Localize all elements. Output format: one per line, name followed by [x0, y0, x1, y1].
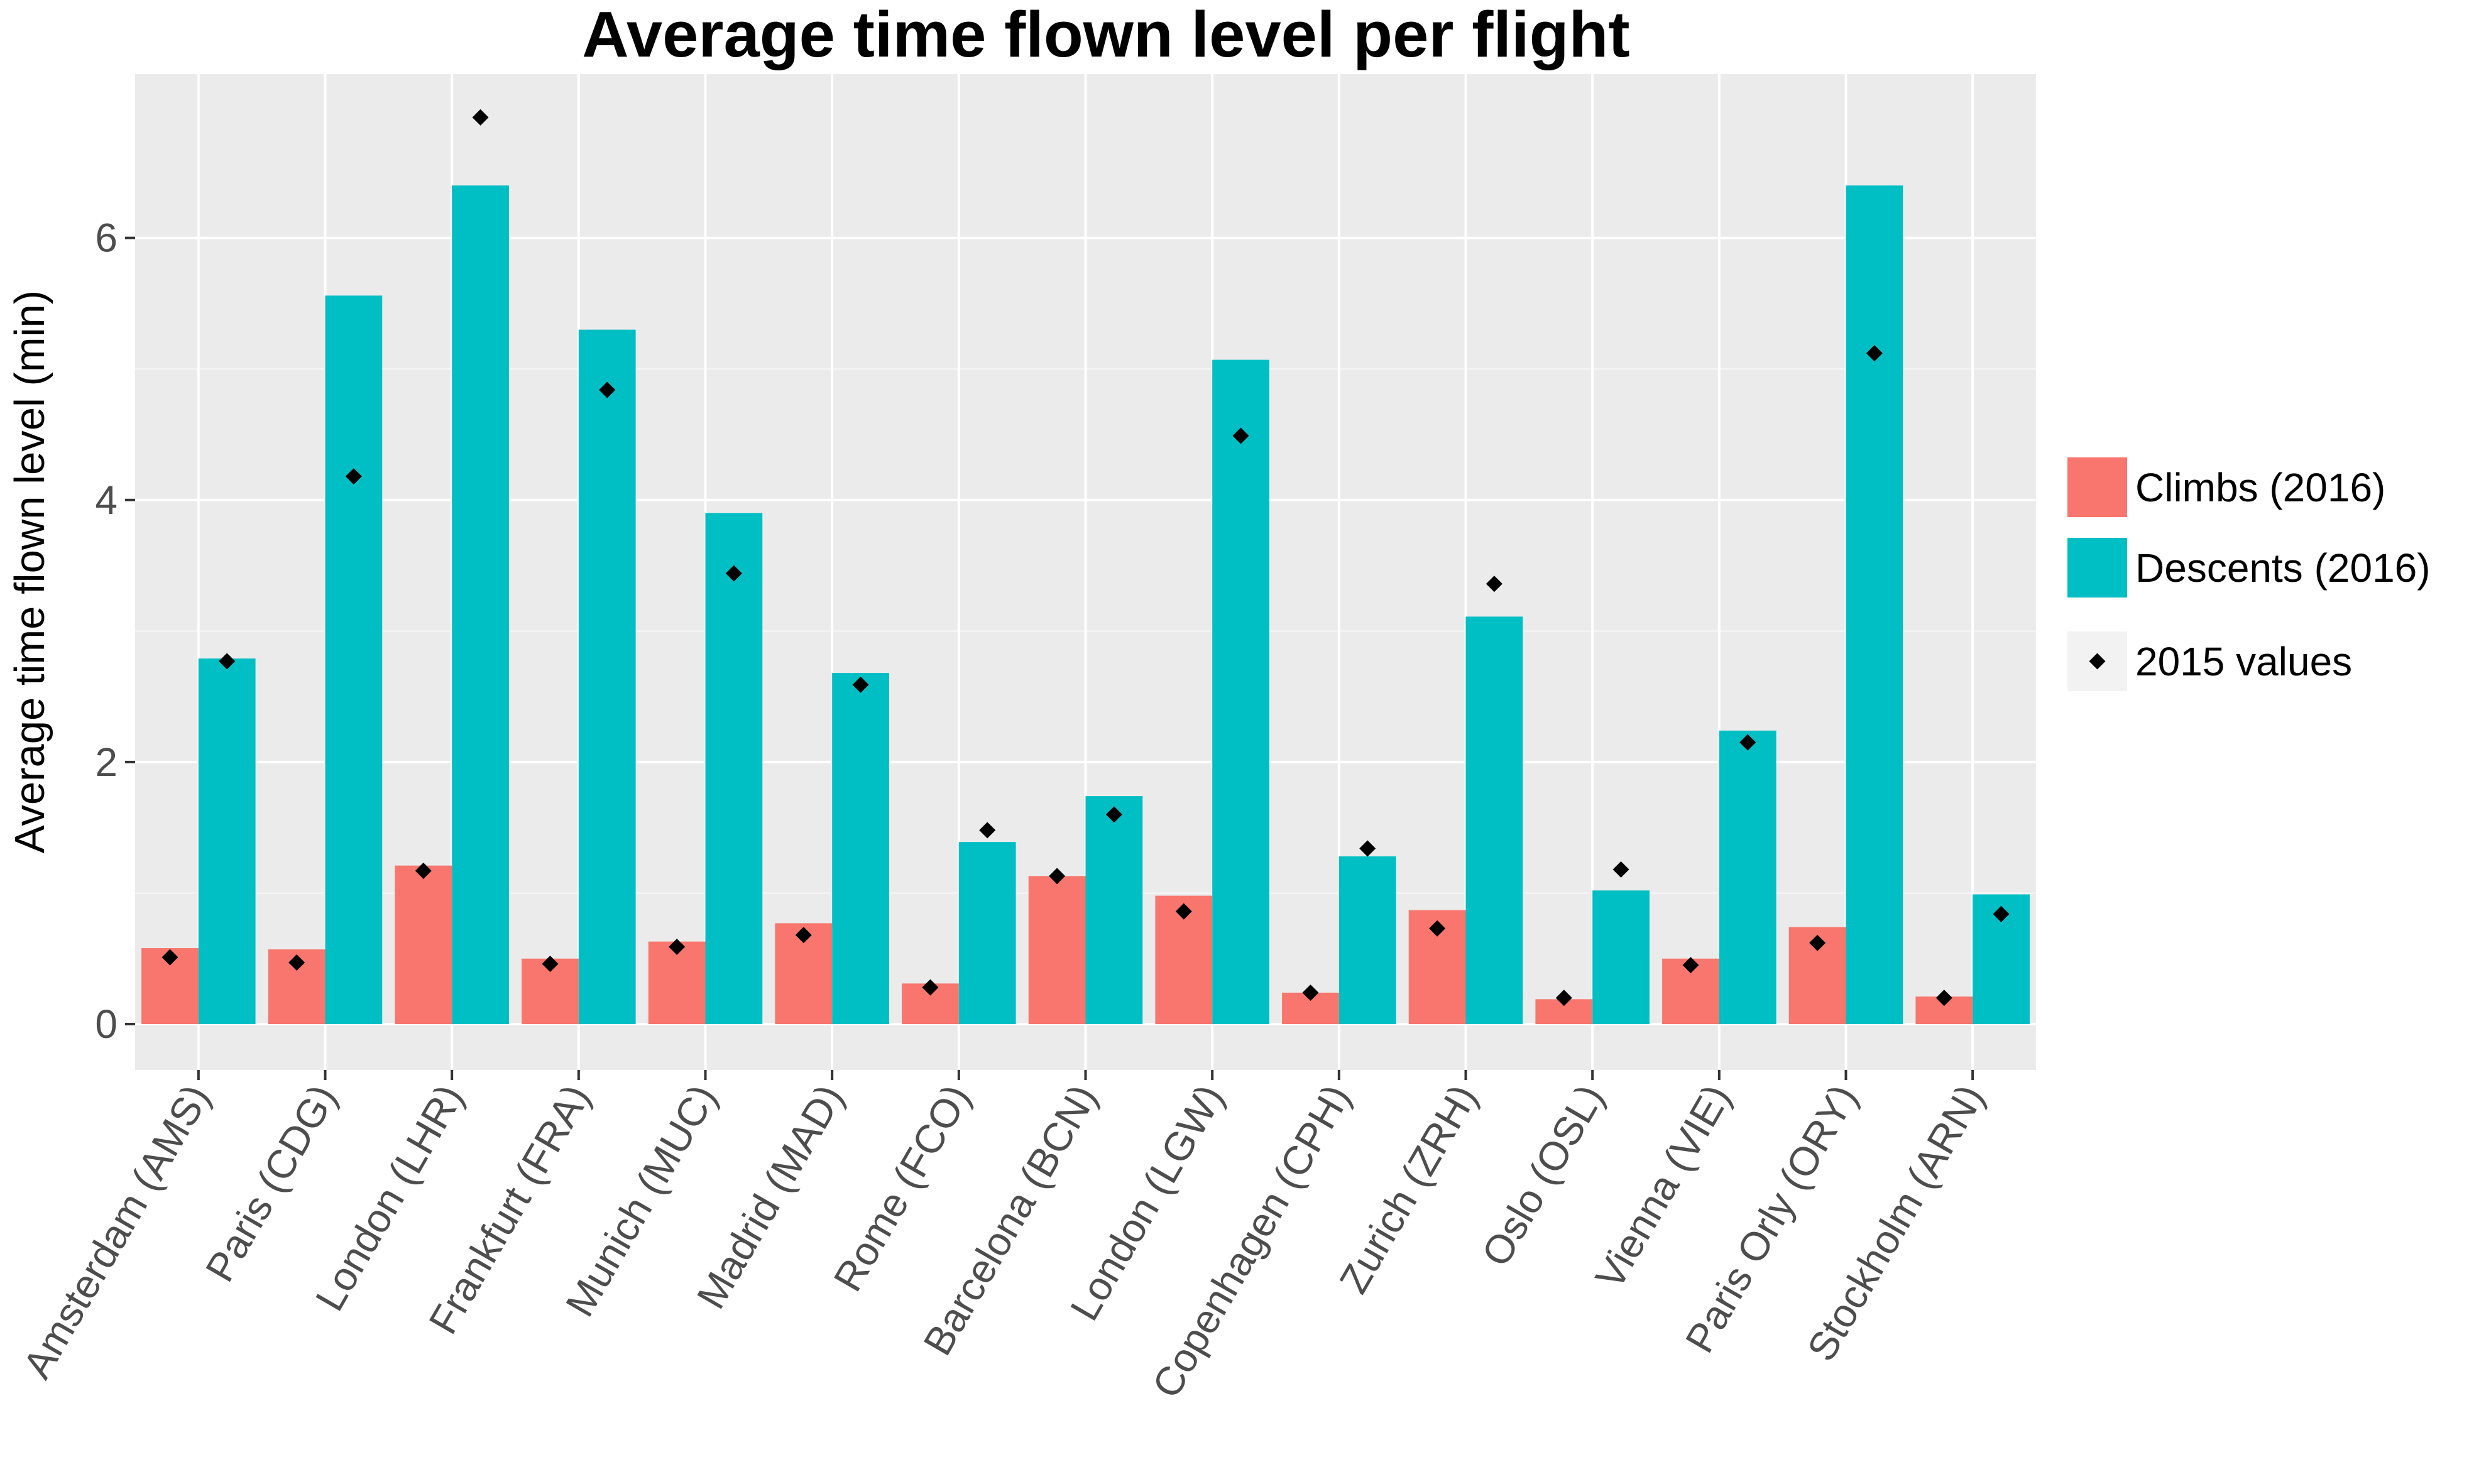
bar-climbs-2: [395, 865, 452, 1025]
point-2015-descents-12: [1739, 734, 1756, 751]
legend-label-0: Climbs (2016): [2135, 465, 2385, 510]
point-2015-descents-13: [1866, 345, 1883, 362]
x-tick-label: Paris (CDG): [197, 1077, 346, 1289]
x-tick-label: Zurich (ZRH): [1330, 1077, 1486, 1301]
bar-descents-11: [1592, 890, 1650, 1025]
point-2015-descents-9: [1359, 840, 1376, 857]
bar-descents-12: [1719, 730, 1776, 1025]
bar-descents-10: [1465, 616, 1523, 1025]
point-2015-climbs-11: [1555, 990, 1572, 1007]
legend-key-0: [2067, 457, 2127, 517]
point-2015-descents-4: [725, 565, 742, 582]
point-2015-climbs-7: [1049, 868, 1066, 885]
point-2015-climbs-5: [795, 927, 812, 944]
point-2015-descents-7: [1105, 806, 1122, 823]
legend-label-points: 2015 values: [2135, 639, 2352, 684]
point-2015-climbs-13: [1809, 934, 1826, 951]
x-tick-label: Amsterdam (AMS): [14, 1077, 218, 1386]
y-tick-label: 6: [95, 216, 118, 261]
bar-descents-3: [578, 329, 636, 1025]
point-2015-climbs-1: [288, 954, 305, 971]
point-2015-climbs-9: [1302, 984, 1319, 1001]
bar-descents-1: [325, 295, 383, 1025]
bar-descents-5: [832, 673, 889, 1025]
point-2015-descents-10: [1486, 576, 1502, 592]
bar-descents-9: [1338, 856, 1396, 1025]
y-tick-label: 2: [95, 739, 118, 785]
point-2015-descents-14: [1993, 905, 2010, 922]
bar-descents-6: [958, 842, 1016, 1025]
point-2015-climbs-2: [415, 863, 432, 879]
point-2015-climbs-3: [542, 956, 559, 973]
x-tick-label: Rome (FCO): [824, 1077, 978, 1299]
x-axis: Amsterdam (AMS)Paris (CDG)London (LHR)Fr…: [14, 1070, 1993, 1405]
chart-title: Average time flown level per flight: [582, 0, 1629, 70]
point-2015-climbs-12: [1682, 957, 1699, 974]
bar-descents-0: [198, 658, 256, 1025]
legend-key-1: [2067, 538, 2127, 597]
point-2015-descents-6: [979, 822, 996, 839]
point-2015-descents-11: [1612, 861, 1629, 878]
point-2015-climbs-8: [1175, 903, 1192, 920]
points-2015: [161, 109, 2010, 1007]
point-2015-climbs-14: [1935, 990, 1952, 1007]
bar-descents-2: [452, 185, 509, 1025]
y-tick-label: 0: [95, 1001, 118, 1047]
legend: Climbs (2016) Descents (2016) 2015 values: [2067, 457, 2431, 691]
bar-descents-13: [1846, 185, 1903, 1025]
point-2015-climbs-0: [161, 949, 178, 966]
bar-climbs-4: [648, 941, 706, 1025]
bar-descents-7: [1085, 796, 1143, 1025]
point-2015-descents-3: [599, 381, 616, 398]
bar-descents-4: [705, 513, 763, 1025]
y-axis-label: Average time flown level (min): [6, 290, 53, 853]
y-tick-label: 4: [95, 477, 118, 523]
point-2015-climbs-10: [1429, 920, 1446, 937]
point-2015-climbs-4: [669, 938, 686, 955]
point-2015-descents-2: [472, 109, 489, 126]
x-tick-label: Vienna (VIE): [1587, 1077, 1739, 1296]
bars: [141, 185, 2030, 1025]
x-tick-label: Oslo (OSL): [1473, 1077, 1612, 1274]
legend-point-marker: [2089, 653, 2106, 670]
bar-climbs-7: [1028, 876, 1086, 1025]
legend-label-1: Descents (2016): [2135, 545, 2431, 591]
point-2015-descents-1: [345, 468, 362, 485]
bar-descents-8: [1212, 359, 1269, 1025]
point-2015-descents-5: [852, 676, 869, 693]
point-2015-descents-0: [219, 653, 236, 670]
point-2015-descents-8: [1232, 427, 1249, 444]
y-axis: 0 2 4 6: [95, 216, 135, 1047]
point-2015-climbs-6: [922, 979, 939, 996]
